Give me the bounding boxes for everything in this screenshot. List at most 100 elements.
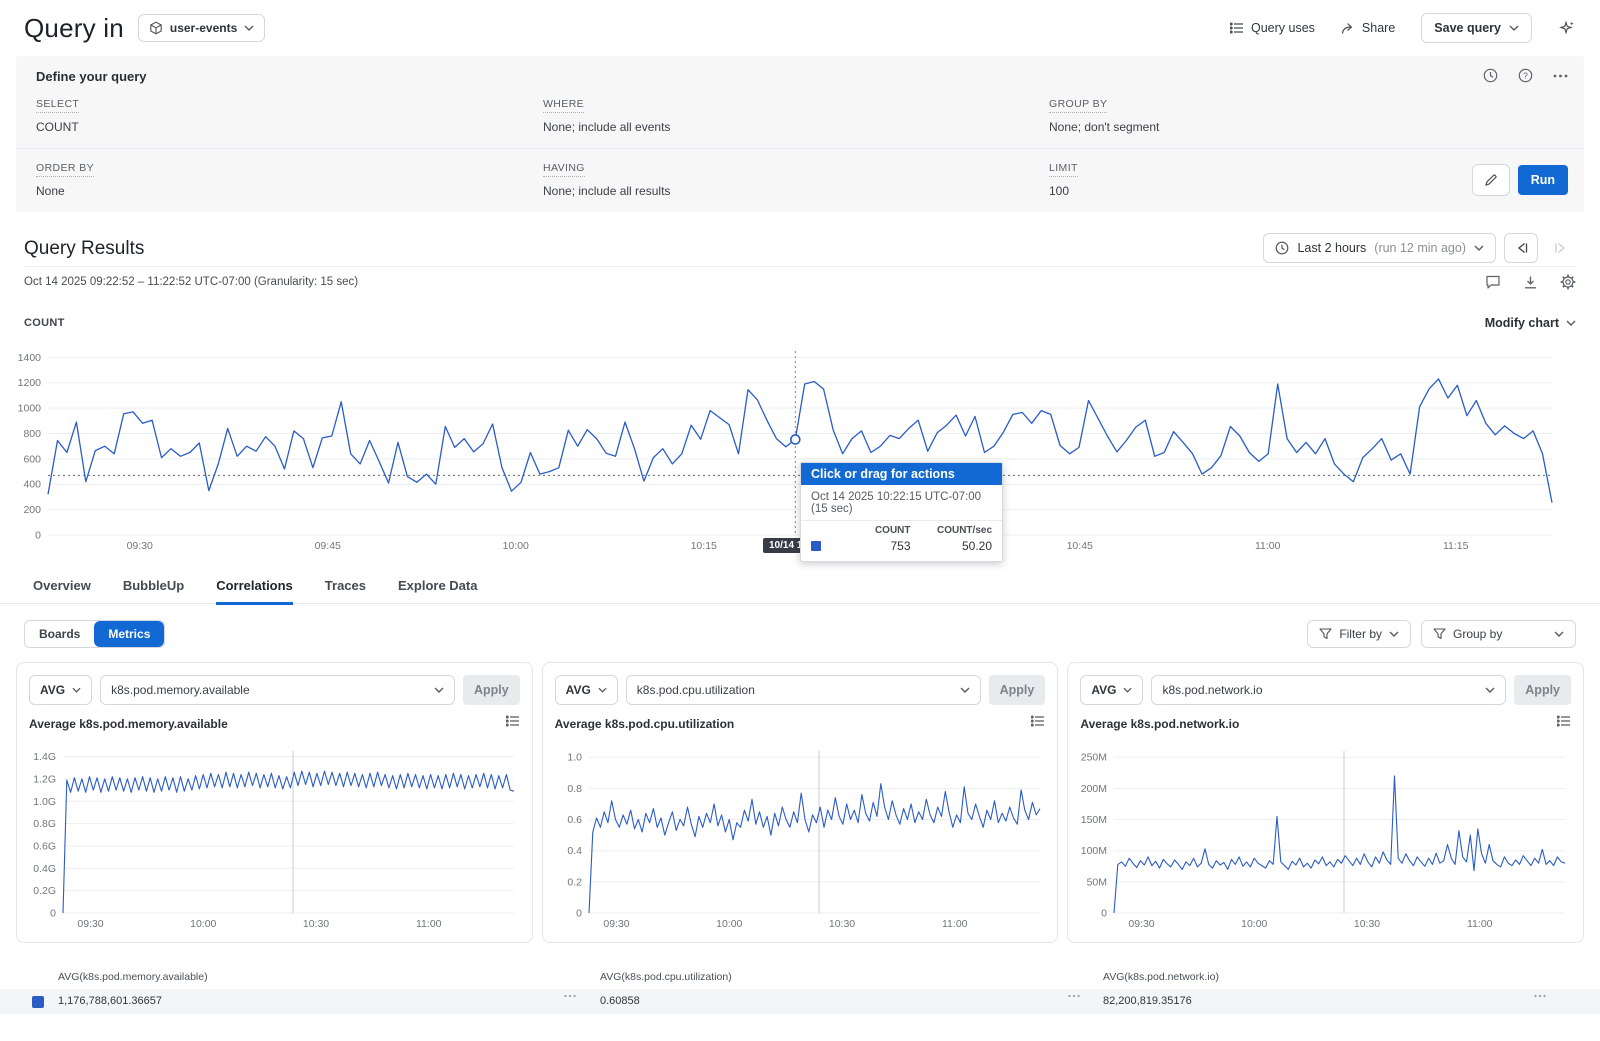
results-tabs: Overview BubbleUp Correlations Traces Ex… xyxy=(33,578,477,605)
share-button[interactable]: Share xyxy=(1341,21,1395,35)
save-query-button[interactable]: Save query xyxy=(1421,13,1532,43)
funnel-icon xyxy=(1433,628,1446,640)
svg-text:0.8: 0.8 xyxy=(567,783,582,795)
query-clause-select[interactable]: SELECT COUNT xyxy=(36,94,79,134)
summary-header-network: AVG(k8s.pod.network.io) xyxy=(1103,971,1219,983)
metric-card-cpu: AVG k8s.pod.cpu.utilization Apply Averag… xyxy=(542,662,1059,943)
comment-icon[interactable] xyxy=(1485,275,1501,289)
run-area: Run xyxy=(1472,164,1568,196)
chevron-down-icon xyxy=(72,687,81,693)
query-clause-having[interactable]: HAVING None; include all results xyxy=(543,158,670,198)
svg-text:0: 0 xyxy=(576,908,582,920)
svg-text:11:00: 11:00 xyxy=(942,918,968,930)
clause-label: ORDER BY xyxy=(36,162,94,177)
apply-button[interactable]: Apply xyxy=(989,675,1046,705)
apply-button[interactable]: Apply xyxy=(1514,675,1571,705)
svg-text:1.4G: 1.4G xyxy=(33,751,56,763)
query-uses-label: Query uses xyxy=(1251,21,1315,35)
dataset-selector[interactable]: user-events xyxy=(138,14,265,42)
series-swatch xyxy=(811,541,821,551)
filter-by-label: Filter by xyxy=(1339,627,1382,641)
svg-text:11:00: 11:00 xyxy=(1255,540,1281,552)
metric-select[interactable]: k8s.pod.network.io xyxy=(1151,675,1506,705)
time-range-note: (run 12 min ago) xyxy=(1374,241,1466,255)
toggle-metrics[interactable]: Metrics xyxy=(94,621,164,647)
aggregation-select[interactable]: AVG xyxy=(555,675,618,705)
toggle-boards[interactable]: Boards xyxy=(25,621,94,647)
download-icon[interactable] xyxy=(1523,275,1538,290)
modify-chart-button[interactable]: Modify chart xyxy=(1485,316,1576,330)
metric-select[interactable]: k8s.pod.cpu.utilization xyxy=(626,675,981,705)
edit-query-button[interactable] xyxy=(1472,164,1510,196)
cpu-utilization-chart[interactable]: 1.00.80.60.40.2009:3010:0010:3011:00 xyxy=(549,737,1052,939)
tooltip-countsec-value: 50.20 xyxy=(911,539,993,553)
save-query-label: Save query xyxy=(1434,21,1501,35)
aggregation-value: AVG xyxy=(1091,683,1116,697)
aggregation-select[interactable]: AVG xyxy=(1080,675,1143,705)
metric-chart-title: Average k8s.pod.cpu.utilization xyxy=(555,717,735,731)
aggregation-value: AVG xyxy=(566,683,591,697)
list-icon[interactable] xyxy=(1557,715,1571,727)
environment-cube-icon xyxy=(149,21,163,35)
summary-header-cpu: AVG(k8s.pod.cpu.utilization) xyxy=(600,971,732,983)
svg-text:10:45: 10:45 xyxy=(1067,540,1093,552)
svg-text:0.6: 0.6 xyxy=(567,814,582,826)
svg-text:?: ? xyxy=(1523,71,1528,81)
dataset-name: user-events xyxy=(170,21,237,35)
chevron-down-icon xyxy=(244,25,254,31)
row-overflow-icon[interactable] xyxy=(1068,994,1080,998)
settings-gear-icon[interactable] xyxy=(1560,274,1576,290)
history-clock-icon[interactable] xyxy=(1483,68,1498,83)
svg-text:10:00: 10:00 xyxy=(503,540,529,552)
more-options-icon[interactable] xyxy=(1553,74,1568,78)
query-clause-where[interactable]: WHERE None; include all events xyxy=(543,94,670,134)
tab-explore-data[interactable]: Explore Data xyxy=(398,578,477,605)
clause-label: HAVING xyxy=(543,162,585,177)
funnel-icon xyxy=(1319,628,1332,640)
ai-sparkle-icon[interactable] xyxy=(1558,19,1576,37)
row-overflow-icon[interactable] xyxy=(1534,994,1546,998)
list-icon[interactable] xyxy=(1031,715,1045,727)
svg-text:600: 600 xyxy=(23,453,41,465)
summary-header-memory: AVG(k8s.pod.memory.available) xyxy=(58,971,208,983)
svg-text:09:30: 09:30 xyxy=(127,540,153,552)
summary-value-memory: 1,176,788,601.36657 xyxy=(58,995,162,1007)
builder-title: Define your query xyxy=(36,69,147,84)
svg-text:50M: 50M xyxy=(1087,876,1107,888)
svg-text:0.4: 0.4 xyxy=(567,845,582,857)
help-icon[interactable]: ? xyxy=(1518,68,1533,83)
group-by-dropdown[interactable]: Group by xyxy=(1421,620,1576,648)
run-query-button[interactable]: Run xyxy=(1518,165,1568,195)
tooltip-count-value: 753 xyxy=(829,539,911,553)
filter-by-dropdown[interactable]: Filter by xyxy=(1307,620,1411,648)
clause-value: None; include all results xyxy=(543,184,670,198)
time-range-dropdown[interactable]: Last 2 hours (run 12 min ago) xyxy=(1263,233,1496,263)
query-uses-button[interactable]: Query uses xyxy=(1230,21,1315,35)
svg-text:0.6G: 0.6G xyxy=(33,840,56,852)
row-overflow-icon[interactable] xyxy=(564,994,576,998)
next-query-button[interactable] xyxy=(1546,242,1576,254)
network-io-chart[interactable]: 250M200M150M100M50M009:3010:0010:3011:00 xyxy=(1074,737,1577,939)
tab-traces[interactable]: Traces xyxy=(325,578,366,605)
query-clause-orderby[interactable]: ORDER BY None xyxy=(36,158,94,198)
tab-overview[interactable]: Overview xyxy=(33,578,91,605)
tab-bubbleup[interactable]: BubbleUp xyxy=(123,578,184,605)
tab-correlations[interactable]: Correlations xyxy=(216,578,293,605)
svg-text:10:30: 10:30 xyxy=(1354,918,1380,930)
list-icon[interactable] xyxy=(506,715,520,727)
query-clause-groupby[interactable]: GROUP BY None; don't segment xyxy=(1049,94,1159,134)
svg-text:250M: 250M xyxy=(1081,752,1107,764)
undo-arrow-icon xyxy=(1514,242,1529,254)
clause-label: LIMIT xyxy=(1049,162,1078,177)
previous-query-button[interactable] xyxy=(1504,233,1538,263)
apply-button[interactable]: Apply xyxy=(463,675,520,705)
time-summary: Oct 14 2025 09:22:52 – 11:22:52 UTC-07:0… xyxy=(24,276,358,288)
query-clause-limit[interactable]: LIMIT 100 xyxy=(1049,158,1078,198)
filter-controls: Filter by Group by xyxy=(1307,620,1576,648)
aggregation-select[interactable]: AVG xyxy=(29,675,92,705)
summary-value-row[interactable] xyxy=(0,989,1600,1014)
memory-available-chart[interactable]: 1.4G1.2G1.0G0.8G0.6G0.4G0.2G009:3010:001… xyxy=(23,737,526,939)
svg-text:10:00: 10:00 xyxy=(190,918,216,930)
chevron-down-icon xyxy=(1554,631,1564,637)
metric-select[interactable]: k8s.pod.memory.available xyxy=(100,675,455,705)
